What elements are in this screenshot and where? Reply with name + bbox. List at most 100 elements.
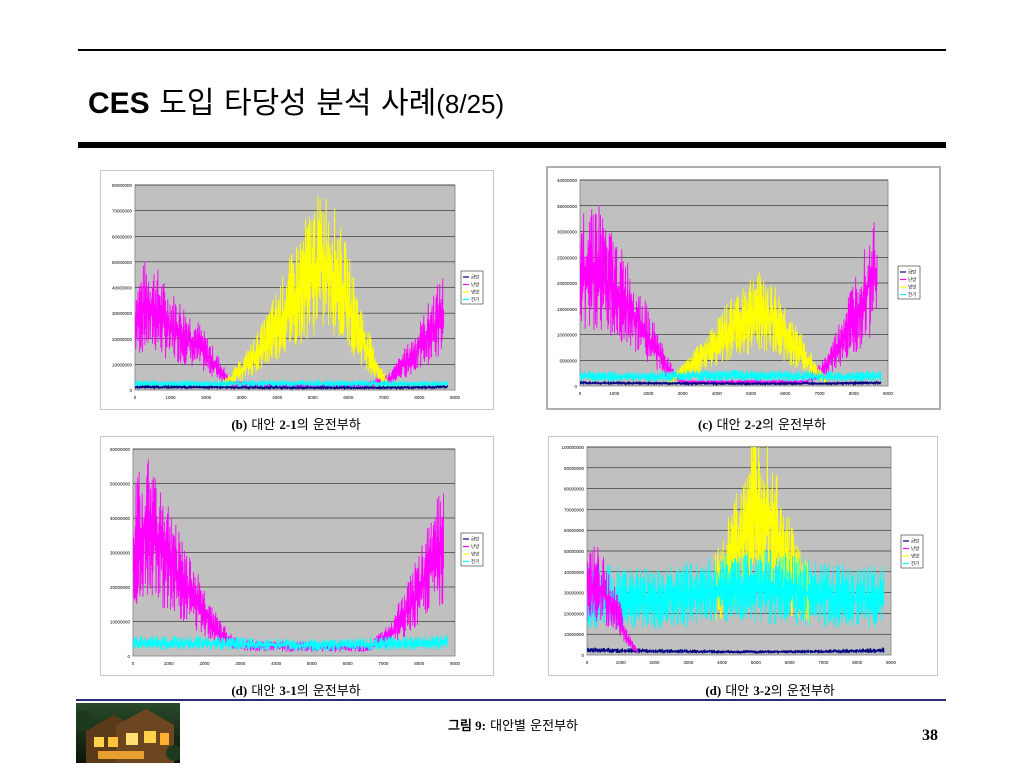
y-tick-label: 60000000 xyxy=(112,234,133,239)
legend-label: 전기 xyxy=(471,296,479,303)
legend-label: 난방 xyxy=(911,545,919,552)
y-tick-label: 20000000 xyxy=(557,281,578,286)
caption-d1: (d) 대안 3-1의 운전부하 xyxy=(231,683,361,699)
legend-label: 전기 xyxy=(908,291,916,298)
x-tick-label: 2000 xyxy=(200,661,211,666)
y-tick-label: 40000000 xyxy=(564,570,585,575)
y-tick-label: 50000000 xyxy=(112,260,133,265)
slide-title: CES 도입 타당성 분석 사례(8/25) xyxy=(88,86,505,121)
x-tick-label: 5000 xyxy=(307,661,318,666)
chart-panel-d2: 0 10000000 20000000 30000000 40000000 5000000… xyxy=(548,436,938,676)
x-tick-label: 7000 xyxy=(378,661,389,666)
chart-panel-d1: 0 10000000 20000000 30000000 40000000 5000000… xyxy=(100,436,494,676)
x-tick-label: 1000 xyxy=(166,395,177,400)
y-tick-label: 70000000 xyxy=(112,209,133,214)
x-tick-label: 2000 xyxy=(643,391,654,396)
y-tick-label: 50000000 xyxy=(564,549,585,554)
y-tick-label: 0 xyxy=(574,384,577,389)
y-tick-label: 90000000 xyxy=(564,466,585,471)
y-tick-label: 40000000 xyxy=(110,516,131,521)
chart-panel-b: 0 10000000 20000000 30000000 40000000 5000000… xyxy=(100,170,494,410)
caption-b: (b) 대안 2-1의 운전부하 xyxy=(231,417,361,433)
y-tick-label: 0 xyxy=(129,388,132,393)
x-tick-label: 8000 xyxy=(414,661,425,666)
chart-svg: 0 5000000 10000000 15000000 20000000 25000000… xyxy=(557,178,921,396)
y-tick-label: 10000000 xyxy=(564,632,585,637)
x-tick-label: 4000 xyxy=(717,660,728,665)
y-tick-label: 100000000 xyxy=(561,445,584,450)
legend-label: 급탕 xyxy=(911,538,919,545)
x-tick-label: 3000 xyxy=(683,660,694,665)
y-tick-label: 80000000 xyxy=(112,183,133,188)
legend-label: 급탕 xyxy=(471,274,479,281)
x-tick-label: 0 xyxy=(132,661,135,666)
series-line xyxy=(587,546,639,654)
x-tick-label: 4000 xyxy=(272,395,283,400)
y-tick-label: 30000000 xyxy=(110,551,131,556)
title-underline xyxy=(78,142,946,148)
x-tick-label: 7000 xyxy=(815,391,826,396)
y-tick-label: 25000000 xyxy=(557,255,578,260)
y-tick-label: 60000000 xyxy=(564,528,585,533)
x-tick-label: 5000 xyxy=(746,391,757,396)
series-line xyxy=(133,634,448,652)
building-thumbnail-image xyxy=(76,703,180,763)
legend-label: 난방 xyxy=(908,276,916,283)
chart-svg: 0 10000000 20000000 30000000 40000000 5000000… xyxy=(112,183,484,400)
series-line xyxy=(135,384,448,390)
y-tick-label: 40000000 xyxy=(557,178,578,183)
x-tick-label: 7000 xyxy=(818,660,829,665)
x-tick-label: 9000 xyxy=(886,660,897,665)
top-rule xyxy=(78,49,946,51)
y-tick-label: 30000000 xyxy=(564,591,585,596)
legend-label: 난방 xyxy=(471,281,479,288)
y-tick-label: 70000000 xyxy=(564,507,585,512)
legend-label: 급탕 xyxy=(908,269,916,276)
x-tick-label: 3000 xyxy=(237,395,248,400)
y-tick-label: 20000000 xyxy=(112,337,133,342)
series-line xyxy=(135,379,448,388)
x-tick-label: 8000 xyxy=(414,395,425,400)
legend-label: 전기 xyxy=(471,558,479,565)
y-tick-label: 80000000 xyxy=(564,487,585,492)
series-line xyxy=(668,271,827,384)
y-tick-label: 5000000 xyxy=(559,358,577,363)
x-tick-label: 6000 xyxy=(343,395,354,400)
x-tick-label: 1000 xyxy=(609,391,620,396)
y-tick-label: 10000000 xyxy=(112,362,133,367)
legend-label: 냉방 xyxy=(911,553,919,560)
y-tick-label: 10000000 xyxy=(557,333,578,338)
caption-c: (c) 대안 2-2의 운전부하 xyxy=(698,417,826,433)
x-tick-label: 4000 xyxy=(271,661,282,666)
legend-label: 냉방 xyxy=(471,551,479,558)
x-tick-label: 3000 xyxy=(678,391,689,396)
x-tick-label: 5000 xyxy=(751,660,762,665)
y-tick-label: 10000000 xyxy=(110,620,131,625)
footer-rule xyxy=(76,699,946,701)
y-tick-label: 0 xyxy=(581,653,584,658)
x-tick-label: 6000 xyxy=(785,660,796,665)
y-tick-label: 30000000 xyxy=(112,311,133,316)
x-tick-label: 5000 xyxy=(308,395,319,400)
x-tick-label: 0 xyxy=(586,660,589,665)
y-tick-label: 15000000 xyxy=(557,307,578,312)
series-line xyxy=(580,205,878,385)
x-tick-label: 0 xyxy=(134,395,137,400)
legend-label: 난방 xyxy=(471,543,479,550)
series-line xyxy=(219,195,391,389)
caption-d2: (d) 대안 3-2의 운전부하 xyxy=(705,683,835,699)
y-tick-label: 30000000 xyxy=(557,230,578,235)
x-tick-label: 4000 xyxy=(712,391,723,396)
y-tick-label: 20000000 xyxy=(564,611,585,616)
y-tick-label: 60000000 xyxy=(110,447,131,452)
x-tick-label: 6000 xyxy=(343,661,354,666)
legend-label: 급탕 xyxy=(471,536,479,543)
figure-caption: 그림 9: 대안별 운전부하 xyxy=(448,718,578,734)
x-tick-label: 6000 xyxy=(780,391,791,396)
y-tick-label: 35000000 xyxy=(557,204,578,209)
x-tick-label: 9000 xyxy=(450,661,461,666)
